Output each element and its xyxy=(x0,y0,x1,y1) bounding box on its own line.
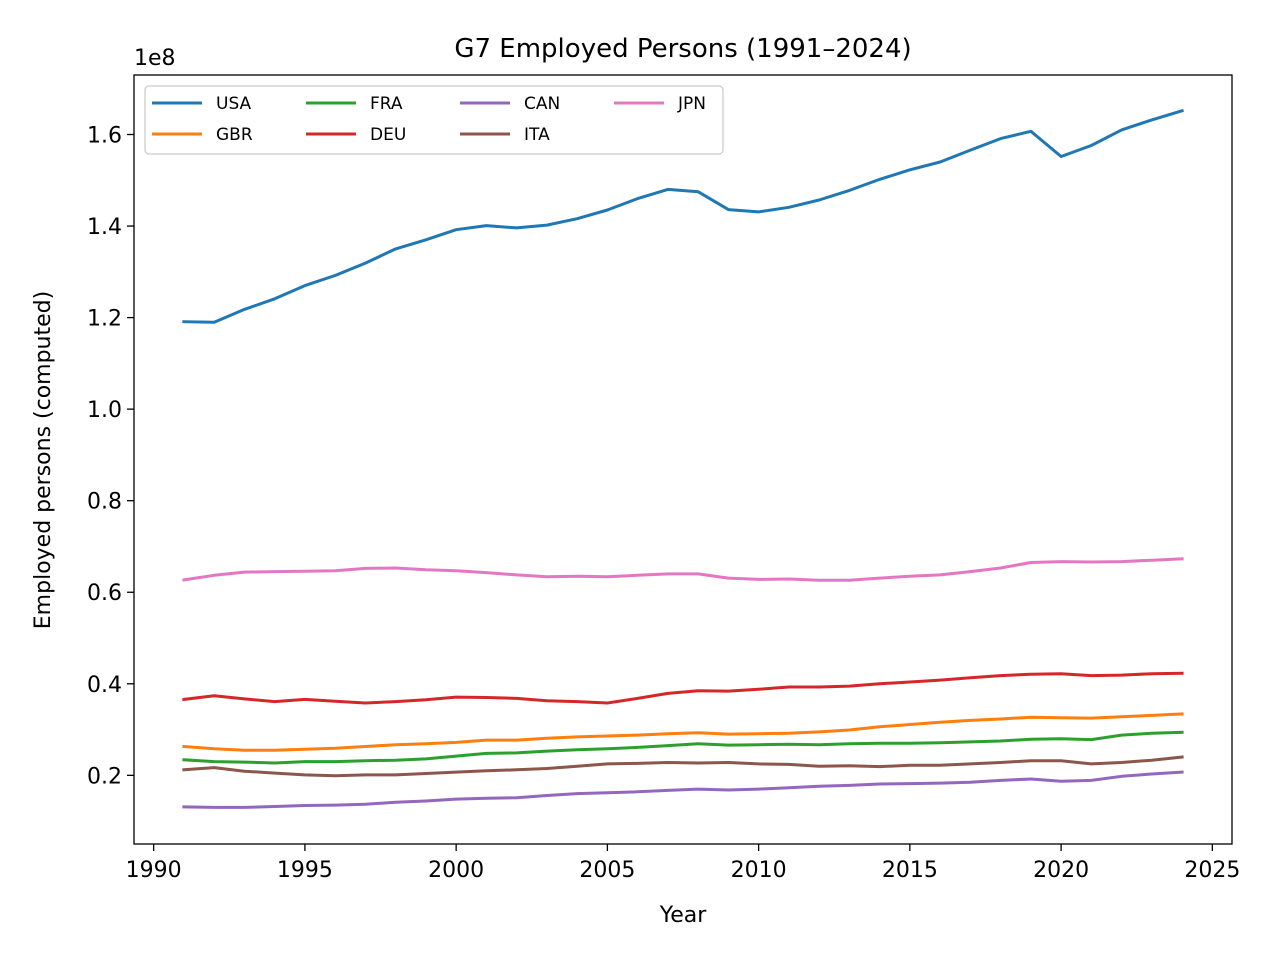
y-tick-label: 1.6 xyxy=(87,124,122,149)
legend-label-gbr: GBR xyxy=(216,125,253,145)
series-lines xyxy=(182,108,1184,809)
series-line-gbr xyxy=(182,712,1184,752)
y-tick-label: 0.4 xyxy=(87,673,122,698)
plot-frame xyxy=(133,74,1233,845)
y-axis-offset-label: 1e8 xyxy=(134,46,176,71)
series-line-ita xyxy=(182,755,1184,778)
legend-label-deu: DEU xyxy=(370,125,406,145)
y-tick-label: 0.8 xyxy=(87,490,122,515)
series-line-jpn xyxy=(182,557,1184,582)
x-tick-label: 2010 xyxy=(731,858,787,883)
chart-title: G7 Employed Persons (1991–2024) xyxy=(454,34,911,64)
y-tick-label: 1.4 xyxy=(87,215,122,240)
legend-label-usa: USA xyxy=(216,94,252,114)
series-line-deu xyxy=(182,671,1184,705)
x-tick-label: 2000 xyxy=(428,858,484,883)
series-line-usa xyxy=(182,108,1184,324)
y-axis-label: Employed persons (computed) xyxy=(31,291,56,629)
y-tick-label: 0.6 xyxy=(87,581,122,606)
x-tick-label: 1990 xyxy=(126,858,182,883)
y-tick-label: 1.0 xyxy=(87,398,122,423)
y-tick-label: 0.2 xyxy=(87,764,122,789)
legend-label-can: CAN xyxy=(524,94,560,114)
legend-label-fra: FRA xyxy=(370,94,403,114)
legend-label-jpn: JPN xyxy=(677,94,706,114)
y-tick-label: 1.2 xyxy=(87,307,122,332)
axis-ticks: 1990 1995 2000 2005 2010 2015 2020 2025 0.2 0.4 0.… xyxy=(87,124,1240,883)
series-line-can xyxy=(182,770,1184,809)
legend: USA GBR FRA DEU CAN ITA JPN xyxy=(144,85,724,155)
legend-box xyxy=(144,85,724,155)
x-tick-label: 2005 xyxy=(579,858,635,883)
x-tick-label: 2015 xyxy=(882,858,938,883)
x-tick-label: 2020 xyxy=(1033,858,1089,883)
series-line-fra xyxy=(182,730,1184,765)
x-axis-label: Year xyxy=(659,903,708,928)
x-tick-label: 1995 xyxy=(277,858,333,883)
legend-label-ita: ITA xyxy=(524,125,550,145)
x-tick-label: 2025 xyxy=(1184,858,1240,883)
